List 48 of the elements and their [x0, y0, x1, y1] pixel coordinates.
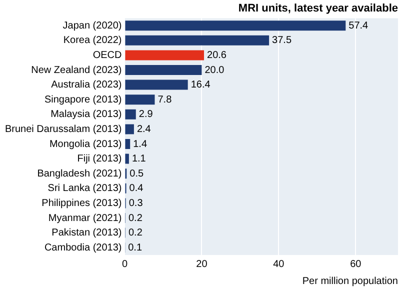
x-tick-label: 40 [273, 258, 285, 270]
y-tick-label: Philippines (2013) [42, 198, 122, 209]
bar [125, 154, 129, 164]
data-label: 2.9 [138, 109, 154, 120]
y-tick-label: Malaysia (2013) [50, 109, 122, 120]
bar [125, 109, 136, 120]
y-tick-label: Myanmar (2021) [48, 212, 122, 224]
x-axis-title: Per million population [302, 276, 398, 287]
chart-title: MRI units, latest year available [238, 2, 398, 15]
data-label: 7.8 [158, 94, 172, 106]
y-tick-label: Sri Lanka (2013) [48, 183, 122, 194]
data-label: 20.6 [207, 50, 227, 61]
bar [125, 80, 188, 90]
y-tick-label: Cambodia (2013) [44, 242, 122, 254]
data-label: 0.2 [128, 228, 143, 239]
bar [125, 20, 346, 31]
data-label: 0.3 [128, 198, 144, 209]
x-tick-label: 60 [350, 258, 362, 270]
y-tick-label: OECD [92, 50, 122, 61]
x-tick-label: 0 [122, 258, 128, 270]
data-label: 37.5 [272, 35, 292, 46]
data-label: 0.2 [128, 212, 143, 224]
bar [125, 65, 202, 75]
data-label: 1.4 [133, 138, 148, 150]
data-label: 1.1 [132, 154, 146, 165]
bar [125, 50, 204, 60]
bar [125, 35, 270, 46]
data-label: 0.5 [130, 168, 144, 180]
bar [125, 94, 155, 105]
data-label: 20.0 [204, 64, 225, 76]
y-tick-label: Singapore (2013) [44, 94, 122, 106]
y-tick-label: Mongolia (2013) [49, 138, 122, 150]
data-label: 0.4 [129, 183, 144, 194]
y-tick-label: Korea (2022) [63, 35, 122, 46]
y-tick-label: Brunei Darussalam (2013) [5, 124, 122, 135]
data-label: 57.4 [348, 20, 369, 32]
data-label: 2.4 [136, 124, 152, 135]
y-tick-label: Pakistan (2013) [52, 228, 122, 239]
y-tick-label: Bangladesh (2021) [37, 168, 122, 180]
data-label: 0.1 [128, 242, 142, 254]
y-tick-label: Australia (2023) [51, 80, 122, 91]
y-tick-label: Fiji (2013) [77, 154, 122, 165]
data-label: 16.4 [190, 80, 211, 91]
y-tick-label: Japan (2020) [62, 20, 122, 32]
bar [125, 124, 134, 134]
x-tick-label: 20 [196, 258, 208, 270]
y-tick-label: New Zealand (2023) [31, 64, 122, 76]
bar [125, 139, 130, 149]
